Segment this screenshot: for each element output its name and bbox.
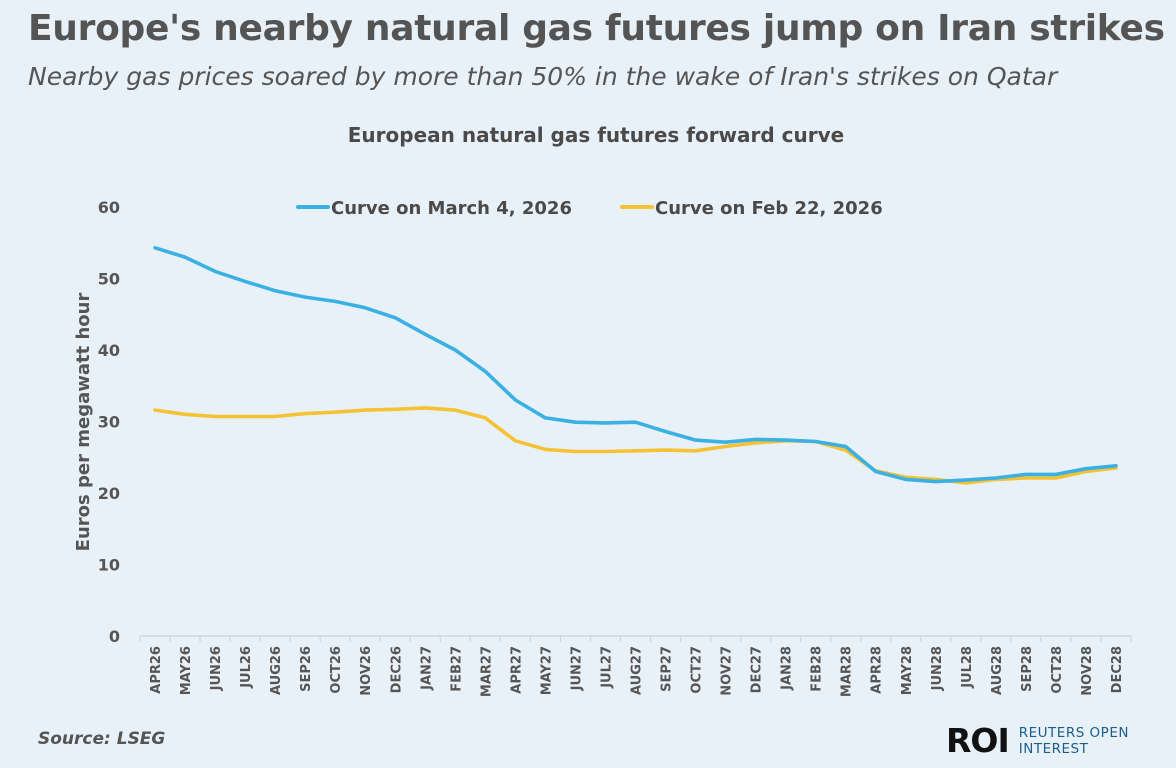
x-tick-label: NOV27 <box>720 646 735 696</box>
x-tick-label: SEP26 <box>299 646 314 692</box>
x-tick-label: OCT27 <box>690 646 705 694</box>
legend-label: Curve on March 4, 2026 <box>331 198 572 219</box>
x-tick-label: NOV28 <box>1080 646 1095 696</box>
x-tick-label: JUN28 <box>930 646 945 691</box>
x-tick-label: FEB28 <box>810 646 825 692</box>
x-tick-label: JAN28 <box>780 646 795 691</box>
y-tick-label: 40 <box>98 341 120 360</box>
x-tick-label: APR28 <box>870 646 885 694</box>
x-tick-label: JUN26 <box>209 646 224 691</box>
x-tick-label: DEC27 <box>750 646 765 693</box>
subheadline: Nearby gas prices soared by more than 50… <box>28 62 1058 91</box>
y-tick-label: 0 <box>109 627 120 646</box>
x-tick-label: MAY28 <box>900 646 915 695</box>
roi-logo: ROI REUTERS OPEN INTEREST <box>946 724 1129 757</box>
x-tick-label: MAR27 <box>479 646 494 697</box>
y-tick-label: 10 <box>98 556 120 575</box>
x-tick-label: AUG28 <box>990 646 1005 695</box>
x-tick-label: JUL26 <box>239 646 254 689</box>
headline: Europe's nearby natural gas futures jump… <box>28 8 1165 49</box>
x-tick-label: APR27 <box>509 646 524 694</box>
y-axis-label: Euros per megawatt hour <box>73 293 94 552</box>
x-tick-label: MAR28 <box>840 646 855 697</box>
x-tick-label: APR26 <box>149 646 164 694</box>
x-tick-label: JUN27 <box>569 646 584 691</box>
logo-line-1: REUTERS OPEN <box>1018 724 1129 741</box>
x-tick-label: AUG26 <box>269 646 284 695</box>
y-tick-label: 30 <box>98 413 120 432</box>
x-tick-label: MAY27 <box>539 646 554 695</box>
source-note: Source: LSEG <box>38 729 166 749</box>
series-line-feb22 <box>153 406 1118 485</box>
x-tick-label: JAN27 <box>419 646 434 691</box>
x-tick-label: NOV26 <box>359 646 374 696</box>
x-tick-label: SEP28 <box>1020 646 1035 692</box>
x-tick-label: DEC28 <box>1110 646 1125 693</box>
logo-mark: ROI <box>946 721 1010 760</box>
x-tick-label: FEB27 <box>449 646 464 692</box>
x-tick-label: AUG27 <box>630 646 645 695</box>
x-tick-label: DEC26 <box>389 646 404 693</box>
y-tick-label: 60 <box>98 198 120 217</box>
y-tick-label: 20 <box>98 484 120 503</box>
logo-text: REUTERS OPEN INTEREST <box>1019 725 1129 757</box>
series-line-march4 <box>153 246 1118 484</box>
x-tick-label: JUL28 <box>960 646 975 689</box>
x-tick-label: MAY26 <box>179 646 194 695</box>
x-tick-label: OCT28 <box>1050 646 1065 694</box>
chart-title: European natural gas futures forward cur… <box>348 123 844 147</box>
x-tick-label: OCT26 <box>329 646 344 694</box>
y-tick-label: 50 <box>98 270 120 289</box>
legend-label: Curve on Feb 22, 2026 <box>655 198 883 219</box>
x-tick-label: JUL27 <box>599 646 614 689</box>
x-tick-label: SEP27 <box>660 646 675 692</box>
logo-line-2: INTEREST <box>1018 740 1089 757</box>
